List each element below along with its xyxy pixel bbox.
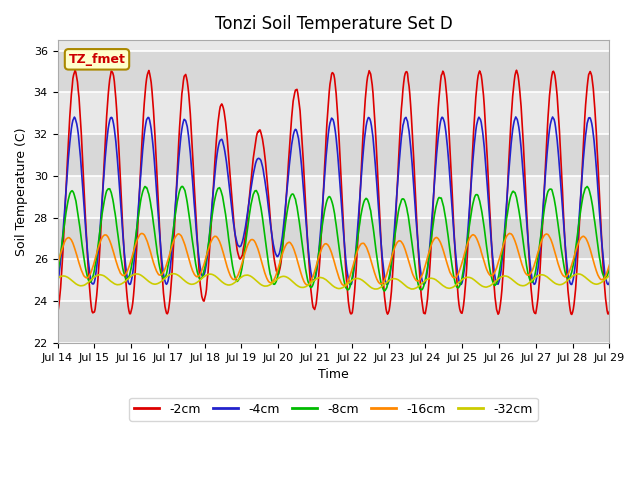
-2cm bbox=[54, 309, 61, 314]
-16cm bbox=[205, 243, 213, 249]
-2cm bbox=[71, 67, 79, 73]
Bar bbox=[58, 260, 609, 301]
-2cm bbox=[605, 309, 613, 314]
-8cm bbox=[417, 287, 425, 292]
-32cm bbox=[207, 271, 214, 277]
Line: -16cm: -16cm bbox=[58, 233, 609, 286]
-32cm bbox=[605, 273, 613, 279]
Line: -2cm: -2cm bbox=[58, 70, 609, 314]
-4cm bbox=[205, 232, 213, 238]
Title: Tonzi Soil Temperature Set D: Tonzi Soil Temperature Set D bbox=[214, 15, 452, 33]
-16cm bbox=[63, 235, 71, 241]
-2cm bbox=[121, 266, 129, 272]
Line: -32cm: -32cm bbox=[58, 274, 609, 289]
-32cm bbox=[54, 276, 61, 281]
-16cm bbox=[417, 274, 425, 280]
-16cm bbox=[177, 232, 184, 238]
-16cm bbox=[120, 273, 128, 278]
-2cm bbox=[401, 71, 409, 76]
-16cm bbox=[605, 262, 613, 268]
-8cm bbox=[605, 265, 613, 271]
-32cm bbox=[371, 286, 379, 292]
-4cm bbox=[417, 274, 425, 279]
-32cm bbox=[170, 271, 177, 276]
-8cm bbox=[583, 183, 591, 189]
-16cm bbox=[506, 230, 513, 236]
Line: -8cm: -8cm bbox=[58, 186, 609, 291]
-4cm bbox=[120, 250, 128, 255]
Bar bbox=[58, 134, 609, 176]
-8cm bbox=[205, 233, 213, 239]
Y-axis label: Soil Temperature (C): Soil Temperature (C) bbox=[15, 127, 28, 256]
-2cm bbox=[417, 294, 425, 300]
-8cm bbox=[401, 199, 409, 205]
-4cm bbox=[346, 282, 354, 288]
-2cm bbox=[207, 236, 214, 241]
Legend: -2cm, -4cm, -8cm, -16cm, -32cm: -2cm, -4cm, -8cm, -16cm, -32cm bbox=[129, 398, 538, 421]
-4cm bbox=[177, 139, 184, 145]
-4cm bbox=[63, 167, 71, 173]
-16cm bbox=[401, 247, 409, 252]
-8cm bbox=[177, 186, 184, 192]
-8cm bbox=[54, 272, 61, 277]
-4cm bbox=[605, 279, 613, 285]
-8cm bbox=[120, 271, 128, 277]
Bar bbox=[58, 301, 609, 343]
-32cm bbox=[402, 283, 410, 289]
-32cm bbox=[419, 280, 426, 286]
Bar bbox=[58, 50, 609, 92]
-2cm bbox=[177, 101, 185, 107]
-4cm bbox=[512, 114, 520, 120]
-16cm bbox=[54, 262, 61, 268]
Bar bbox=[58, 92, 609, 134]
-2cm bbox=[568, 312, 575, 317]
Bar bbox=[58, 176, 609, 217]
Bar bbox=[58, 217, 609, 260]
-16cm bbox=[340, 283, 348, 288]
-4cm bbox=[54, 280, 61, 286]
-2cm bbox=[63, 156, 71, 162]
Text: TZ_fmet: TZ_fmet bbox=[68, 53, 125, 66]
-32cm bbox=[177, 275, 185, 280]
-8cm bbox=[381, 288, 388, 294]
-8cm bbox=[63, 201, 71, 207]
-32cm bbox=[120, 279, 128, 285]
-32cm bbox=[63, 275, 71, 280]
Line: -4cm: -4cm bbox=[58, 117, 609, 285]
X-axis label: Time: Time bbox=[318, 368, 349, 381]
-4cm bbox=[401, 115, 409, 121]
